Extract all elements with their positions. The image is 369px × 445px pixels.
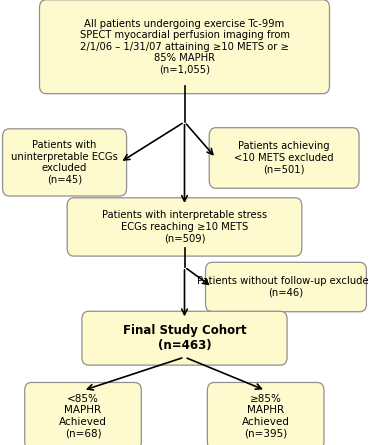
FancyBboxPatch shape [25,383,141,445]
FancyBboxPatch shape [207,383,324,445]
Text: <85%
MAPHR
Achieved
(n=68): <85% MAPHR Achieved (n=68) [59,394,107,438]
FancyBboxPatch shape [206,263,366,312]
FancyBboxPatch shape [39,0,330,93]
Text: Patients with
uninterpretable ECGs
excluded
(n=45): Patients with uninterpretable ECGs exclu… [11,140,118,185]
Text: All patients undergoing exercise Tc-99m
SPECT myocardial perfusion imaging from
: All patients undergoing exercise Tc-99m … [79,19,290,75]
Text: Patients achieving
<10 METS excluded
(n=501): Patients achieving <10 METS excluded (n=… [234,142,334,174]
FancyBboxPatch shape [67,198,302,256]
Text: Final Study Cohort
(n=463): Final Study Cohort (n=463) [123,324,246,352]
FancyBboxPatch shape [82,312,287,365]
FancyBboxPatch shape [209,128,359,188]
Text: ≥85%
MAPHR
Achieved
(n=395): ≥85% MAPHR Achieved (n=395) [242,394,290,438]
FancyBboxPatch shape [3,129,127,196]
Text: Patients with interpretable stress
ECGs reaching ≥10 METS
(n=509): Patients with interpretable stress ECGs … [102,210,267,243]
Text: Patients without follow-up excluded
(n=46): Patients without follow-up excluded (n=4… [197,276,369,298]
